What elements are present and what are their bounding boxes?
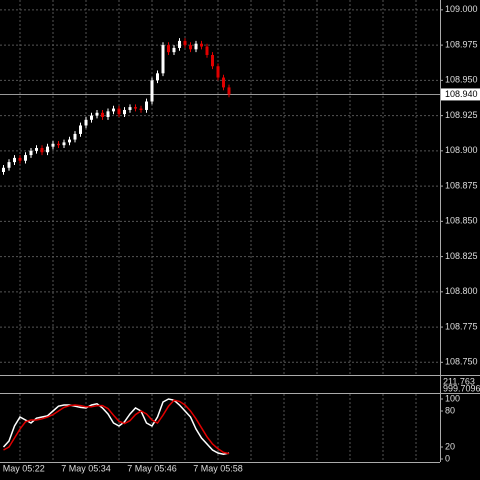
candle-body xyxy=(101,112,104,118)
candle-body xyxy=(167,45,170,53)
y-tick-label: 108.925 xyxy=(445,110,478,120)
candle-body xyxy=(106,111,110,118)
candle-body xyxy=(145,101,148,110)
y-tick-label: 108.750 xyxy=(445,357,478,367)
candle-body xyxy=(156,73,159,81)
candle-body xyxy=(18,157,22,161)
candle-body xyxy=(79,125,82,134)
y-tick-label: 20 xyxy=(445,441,455,451)
candle-body xyxy=(117,108,121,115)
candle-body xyxy=(222,77,225,88)
candle-body xyxy=(84,119,88,126)
candle-body xyxy=(46,146,49,153)
candle-body xyxy=(62,142,66,146)
candle-body xyxy=(134,107,137,109)
last-price-label: 108.940 xyxy=(445,89,478,99)
candle-body xyxy=(161,45,165,74)
candle-body xyxy=(183,40,187,46)
candle-body xyxy=(200,43,203,47)
y-tick-label: 108.875 xyxy=(445,180,478,190)
candle-body xyxy=(128,107,132,110)
candle-body xyxy=(68,139,71,143)
candle-body xyxy=(194,43,198,50)
x-tick-label: 7 May 05:22 xyxy=(0,463,45,473)
candle-body xyxy=(178,40,181,48)
y-tick-label: 0 xyxy=(445,453,450,463)
x-tick-label: 7 May 05:58 xyxy=(193,463,243,473)
last-price-box xyxy=(441,88,480,101)
y-tick-label: 108.975 xyxy=(445,39,478,49)
candle-body xyxy=(172,47,176,53)
candle-body xyxy=(189,45,192,50)
oscillator-line xyxy=(2,398,230,455)
y-tick-label: 108.850 xyxy=(445,216,478,226)
y-tick-label: 108.825 xyxy=(445,251,478,261)
y-tick-label: 80 xyxy=(445,405,455,415)
candle-body xyxy=(205,46,209,55)
candle-body xyxy=(24,155,27,161)
x-tick-label: 7 May 05:46 xyxy=(127,463,177,473)
x-tick-label: 7 May 05:34 xyxy=(61,463,111,473)
candle-body xyxy=(7,162,11,168)
indicator-label: 999.7096 xyxy=(443,383,480,393)
candle-body xyxy=(139,108,143,110)
y-tick-label: 108.900 xyxy=(445,145,478,155)
candle-body xyxy=(57,143,60,146)
candle-body xyxy=(227,87,231,95)
candle-body xyxy=(123,109,126,115)
oscillator-line xyxy=(3,399,230,455)
y-tick-label: 108.800 xyxy=(445,286,478,296)
candle-body xyxy=(29,150,33,156)
candle-body xyxy=(112,108,115,112)
candle-body xyxy=(73,133,77,140)
candle-body xyxy=(51,143,55,147)
candle-body xyxy=(13,157,16,163)
candle-body xyxy=(35,148,38,151)
candle-body xyxy=(90,115,93,120)
candle-body xyxy=(211,54,214,67)
candle-body xyxy=(40,148,44,153)
indicator-label: 211.763 xyxy=(443,376,475,386)
y-tick-label: 100 xyxy=(445,393,460,403)
candle-body xyxy=(216,66,220,78)
y-tick-label: 109.000 xyxy=(445,4,478,14)
y-tick-label: 108.775 xyxy=(445,321,478,331)
candle-body xyxy=(150,80,154,102)
candle-body xyxy=(95,112,99,116)
candle-body xyxy=(2,167,5,172)
y-tick-label: 108.950 xyxy=(445,75,478,85)
